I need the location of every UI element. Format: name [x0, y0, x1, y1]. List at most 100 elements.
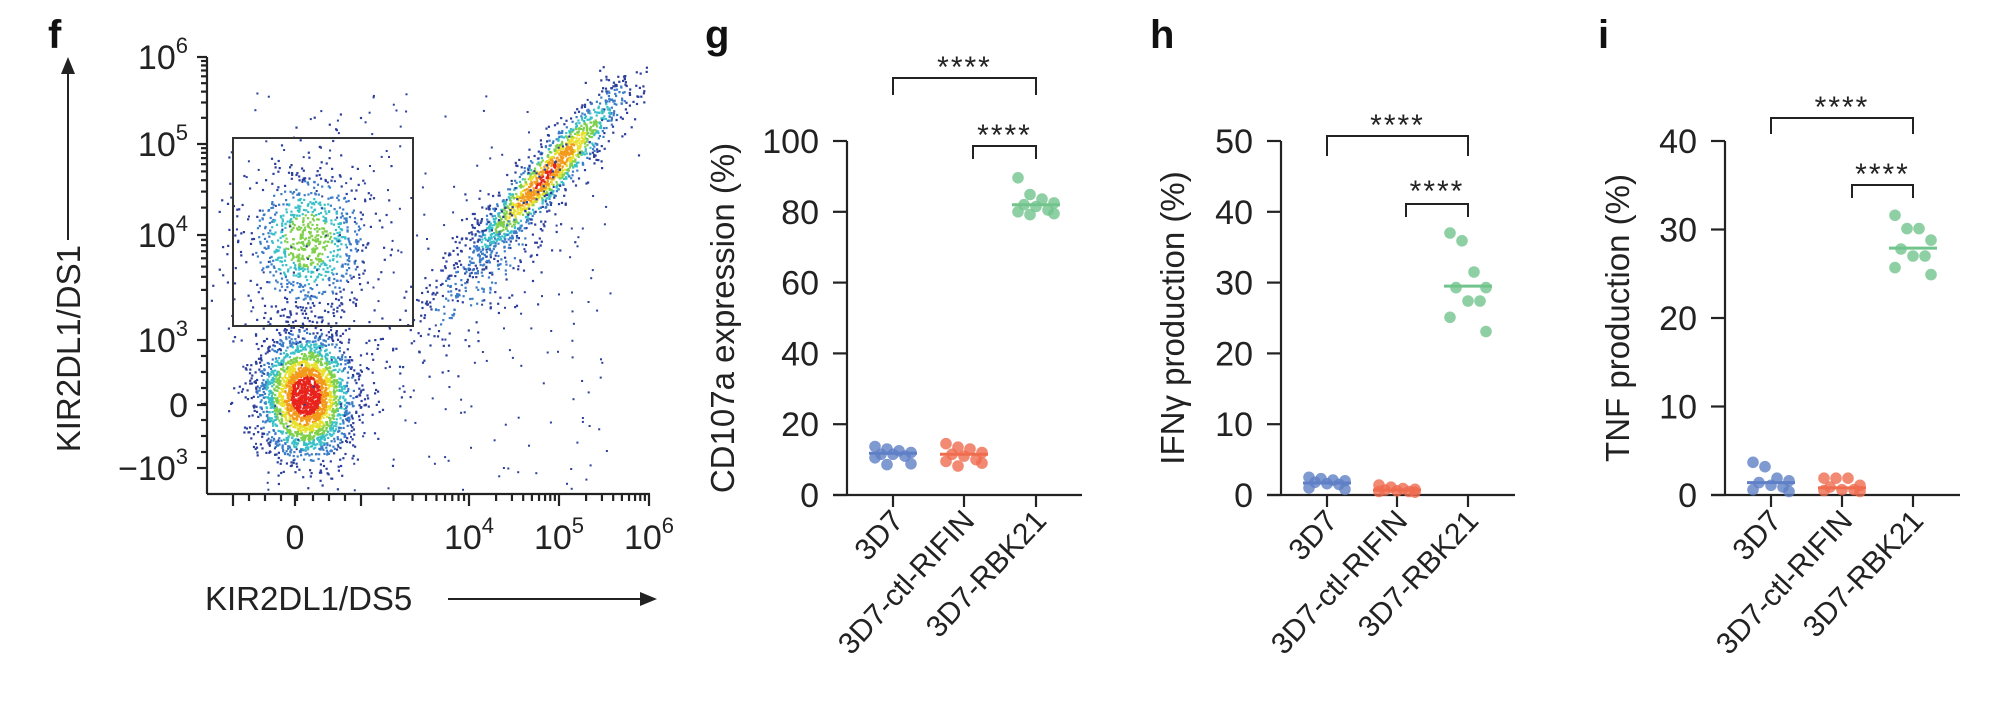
event-dot: [305, 373, 308, 376]
event-dot: [320, 342, 323, 345]
event-dot: [277, 349, 280, 352]
event-dot: [280, 144, 284, 147]
event-dot: [309, 357, 312, 360]
event-dot: [492, 207, 495, 210]
event-dot: [299, 284, 303, 287]
event-dot: [303, 415, 306, 418]
event-dot: [347, 416, 350, 419]
event-dot: [303, 194, 306, 197]
event-dot: [354, 230, 357, 233]
event-dot: [282, 235, 285, 238]
event-dot: [311, 202, 314, 205]
event-dot: [293, 443, 296, 447]
event-dot: [341, 332, 345, 335]
event-dot: [273, 377, 276, 380]
event-dot: [358, 387, 361, 390]
event-dot: [285, 337, 288, 341]
event-dot: [348, 260, 351, 263]
event-dot: [308, 254, 311, 257]
event-dot: [352, 397, 355, 400]
event-dot: [336, 430, 340, 433]
event-dot: [495, 239, 498, 242]
event-dot: [557, 160, 561, 163]
event-dot: [289, 433, 292, 436]
event-dot: [302, 228, 306, 232]
event-dot: [326, 357, 329, 360]
event-dot: [281, 220, 284, 223]
event-dot: [348, 403, 351, 406]
event-dot: [354, 268, 357, 271]
event-dot: [289, 385, 292, 388]
event-dot: [336, 385, 339, 388]
event-dot: [291, 442, 294, 445]
event-dot: [327, 473, 330, 476]
event-dot: [512, 212, 516, 215]
event-dot: [259, 242, 262, 245]
event-dot: [356, 372, 359, 375]
event-dot: [287, 171, 291, 174]
event-dot: [278, 256, 281, 259]
event-dot: [299, 233, 303, 236]
event-dot: [621, 117, 624, 120]
event-dot: [280, 216, 283, 219]
event-dot: [539, 151, 542, 154]
event-dot: [312, 405, 315, 408]
event-dot: [302, 219, 305, 222]
event-dot: [241, 203, 244, 207]
event-dot: [601, 117, 604, 120]
event-dot: [600, 124, 603, 127]
event-dot: [315, 431, 318, 434]
event-dot: [309, 275, 313, 278]
event-dot: [347, 387, 350, 390]
event-dot: [315, 370, 318, 373]
event-dot: [546, 184, 550, 187]
event-dot: [517, 237, 520, 240]
event-dot: [305, 412, 308, 415]
event-dot: [289, 266, 292, 269]
event-dot: [488, 236, 491, 239]
event-dot: [556, 187, 559, 190]
event-dot: [311, 431, 314, 434]
event-dot: [570, 143, 573, 146]
event-dot: [275, 360, 278, 363]
event-dot: [314, 432, 317, 435]
event-dot: [321, 410, 324, 413]
event-dot: [560, 180, 563, 183]
event-dot: [610, 112, 613, 115]
event-dot: [301, 179, 304, 182]
event-dot: [260, 344, 264, 348]
event-dot: [523, 207, 526, 210]
event-dot: [295, 394, 298, 397]
event-dot: [323, 401, 326, 404]
event-dot: [330, 370, 333, 373]
event-dot: [309, 298, 312, 301]
event-dot: [275, 211, 278, 214]
event-dot: [340, 355, 344, 358]
event-dot: [553, 194, 556, 197]
event-dot: [274, 162, 277, 165]
event-dot: [309, 375, 312, 378]
event-dot: [258, 236, 261, 239]
event-dot: [571, 130, 575, 133]
event-dot: [354, 379, 357, 382]
event-dot: [340, 389, 343, 393]
event-dot: [262, 387, 265, 391]
event-dot: [282, 314, 285, 317]
event-dot: [337, 399, 340, 402]
event-dot: [513, 209, 516, 212]
event-dot: [361, 413, 364, 416]
event-dot: [300, 389, 303, 392]
event-dot: [538, 188, 541, 191]
event-dot: [553, 149, 556, 152]
event-dot: [481, 234, 485, 237]
event-dot: [319, 433, 322, 436]
event-dot: [502, 211, 505, 214]
event-dot: [528, 217, 531, 220]
event-dot: [573, 141, 576, 144]
event-dot: [289, 190, 292, 193]
event-dot: [336, 245, 339, 248]
event-dot: [337, 469, 340, 472]
event-dot: [248, 426, 252, 429]
event-dot: [335, 237, 338, 240]
event-dot: [551, 191, 554, 194]
